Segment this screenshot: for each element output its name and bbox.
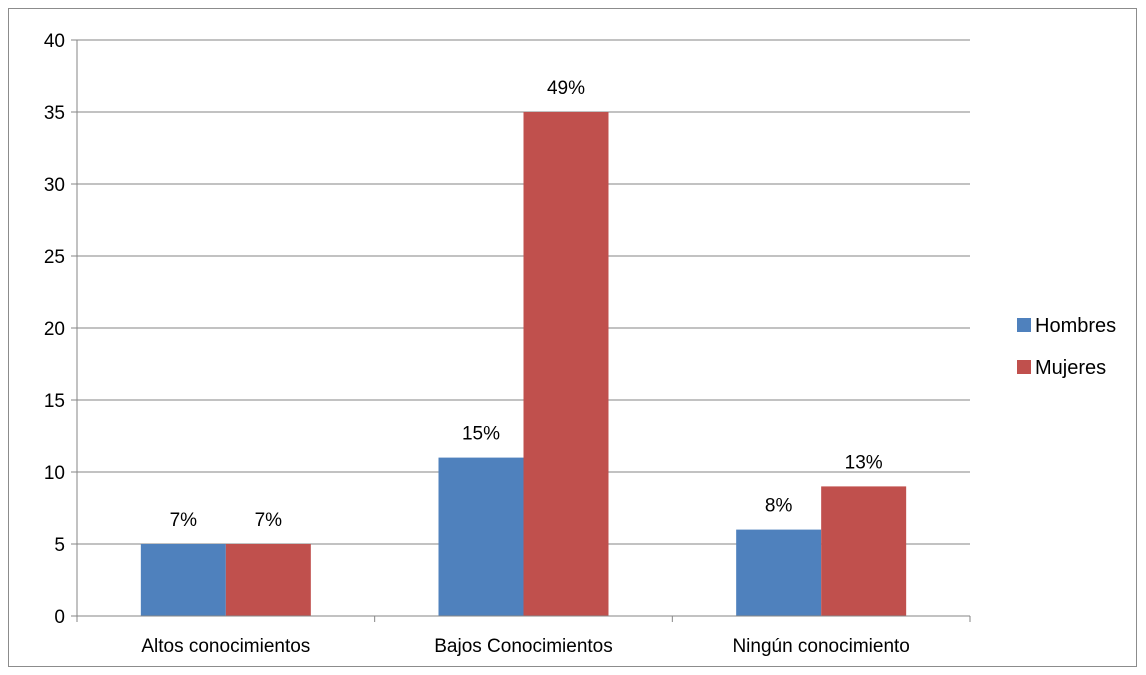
legend-swatch <box>1017 360 1031 374</box>
legend: Hombres Mujeres <box>1017 315 1116 379</box>
x-tick-label: Ningún conocimiento <box>732 636 909 657</box>
bar-hombres <box>140 544 226 616</box>
legend-label: Hombres <box>1035 315 1116 337</box>
bars <box>140 112 907 616</box>
data-label: 7% <box>255 510 283 531</box>
bar-mujeres <box>523 112 609 616</box>
y-tick-label: 10 <box>44 463 65 484</box>
x-axis: Altos conocimientos Bajos Conocimientos Ni… <box>76 615 971 657</box>
bar-hombres <box>438 457 524 616</box>
y-tick-label: 20 <box>44 319 65 340</box>
x-tick-label: Bajos Conocimientos <box>434 636 612 657</box>
y-tick-label: 30 <box>44 175 65 196</box>
y-tick-label: 15 <box>44 391 65 412</box>
data-labels: 7% 7% 15% 49% 8% 13% <box>170 78 883 531</box>
bar-mujeres <box>821 486 907 616</box>
y-tick-label: 35 <box>44 103 65 124</box>
data-label: 8% <box>765 496 793 517</box>
bar-mujeres <box>225 544 311 616</box>
y-axis: 0 5 10 15 20 25 30 35 40 <box>44 31 78 628</box>
data-label: 13% <box>845 452 883 473</box>
x-tick-label: Altos conocimientos <box>141 636 310 657</box>
y-tick-label: 0 <box>54 607 65 628</box>
bar-hombres <box>736 529 822 616</box>
data-label: 7% <box>170 510 198 531</box>
data-label: 49% <box>547 78 585 99</box>
data-label: 15% <box>462 424 500 445</box>
legend-label: Mujeres <box>1035 357 1106 379</box>
y-tick-label: 40 <box>44 31 65 52</box>
y-tick-label: 25 <box>44 247 65 268</box>
legend-swatch <box>1017 318 1031 332</box>
y-tick-label: 5 <box>54 535 65 556</box>
